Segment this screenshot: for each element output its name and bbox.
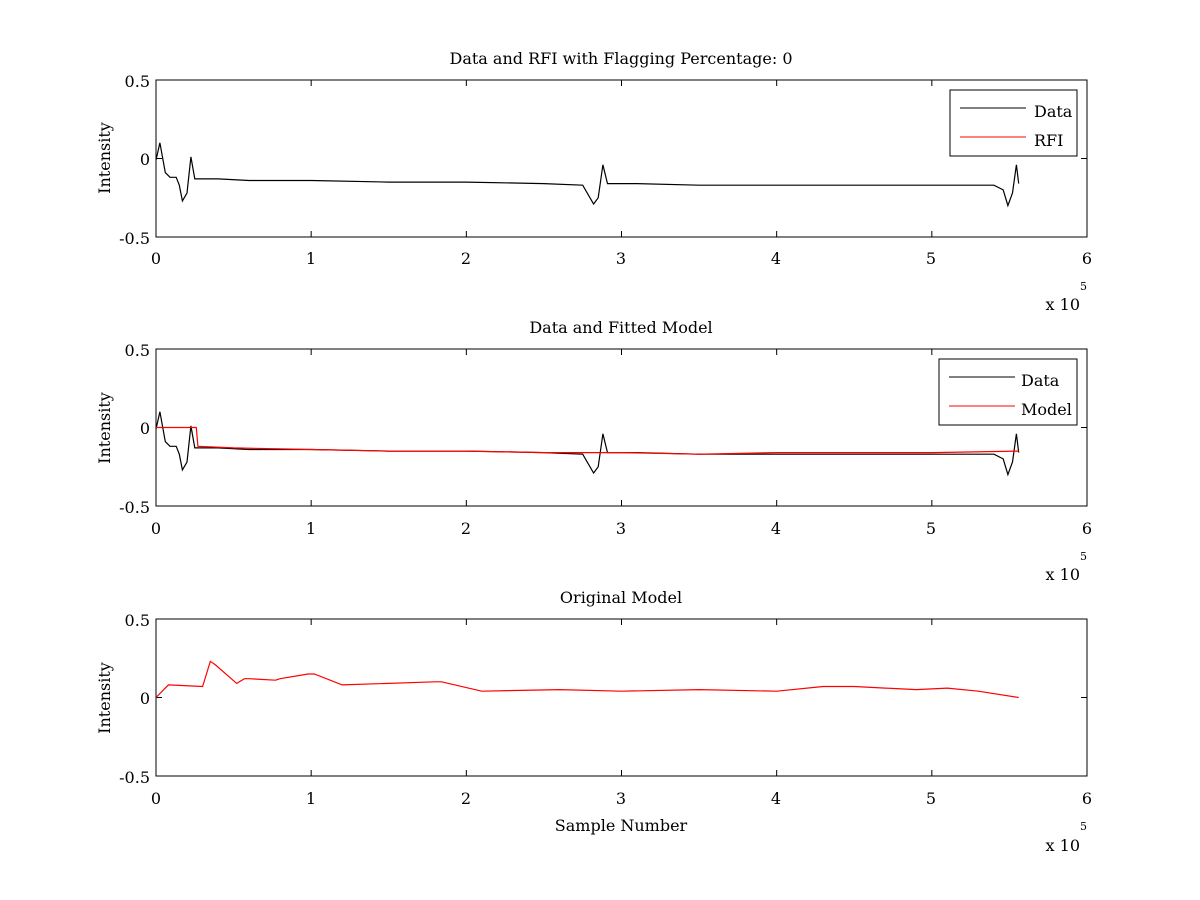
series-line-original-model bbox=[155, 660, 1019, 699]
x-tick-label: 2 bbox=[461, 789, 471, 808]
series-layer bbox=[155, 142, 1020, 208]
x-multiplier-label: x 10 bbox=[1046, 295, 1080, 314]
y-tick-label: 0 bbox=[140, 150, 150, 169]
x-multiplier-exponent: 5 bbox=[1080, 280, 1087, 293]
series-layer bbox=[155, 411, 1020, 477]
x-multiplier-exponent: 5 bbox=[1080, 820, 1087, 833]
chart-title: Data and RFI with Flagging Percentage: 0 bbox=[449, 49, 792, 68]
x-multiplier-exponent: 5 bbox=[1080, 550, 1087, 563]
axes-box bbox=[155, 79, 1088, 238]
x-axis-label: Sample Number bbox=[555, 816, 688, 835]
x-tick-label: 0 bbox=[151, 789, 161, 808]
y-tick-label: -0.5 bbox=[119, 768, 150, 787]
y-tick-label: 0 bbox=[140, 689, 150, 708]
ticks bbox=[155, 618, 1088, 777]
y-axis-label: Intensity bbox=[95, 662, 114, 734]
series-line-data bbox=[155, 411, 1020, 477]
series-line-model bbox=[156, 426, 1019, 455]
legend-box bbox=[949, 89, 1078, 157]
legend-label-rfi: RFI bbox=[1034, 131, 1063, 150]
y-tick-label: -0.5 bbox=[119, 229, 150, 248]
y-tick-label: -0.5 bbox=[119, 498, 150, 517]
legend: Data Model bbox=[938, 358, 1078, 426]
y-axis-label: Intensity bbox=[95, 122, 114, 194]
x-tick-label: 5 bbox=[926, 519, 936, 538]
legend-box bbox=[938, 358, 1078, 426]
panel-1: Data and RFI with Flagging Percentage: 0… bbox=[95, 49, 1092, 314]
y-tick-label: 0.5 bbox=[125, 611, 150, 630]
x-tick-label: 0 bbox=[151, 519, 161, 538]
x-tick-label: 0 bbox=[151, 249, 161, 268]
x-tick-label: 3 bbox=[616, 519, 626, 538]
legend: Data RFI bbox=[949, 89, 1078, 157]
x-tick-label: 2 bbox=[461, 249, 471, 268]
axes-box bbox=[155, 348, 1088, 507]
legend-label-data: Data bbox=[1021, 371, 1060, 390]
x-tick-label: 6 bbox=[1082, 519, 1092, 538]
panel-2: Data and Fitted Model Intensity 0.5 0 -0… bbox=[95, 318, 1092, 584]
ticks bbox=[155, 348, 1088, 507]
x-tick-label: 5 bbox=[926, 789, 936, 808]
x-tick-label: 4 bbox=[771, 519, 781, 538]
x-tick-label: 4 bbox=[771, 789, 781, 808]
chart-title: Data and Fitted Model bbox=[529, 318, 712, 337]
legend-label-model: Model bbox=[1021, 400, 1072, 419]
legend-label-data: Data bbox=[1034, 102, 1073, 121]
chart-title: Original Model bbox=[560, 588, 682, 607]
x-tick-label: 1 bbox=[306, 789, 316, 808]
x-tick-label: 6 bbox=[1082, 789, 1092, 808]
x-tick-label: 2 bbox=[461, 519, 471, 538]
x-tick-label: 1 bbox=[306, 249, 316, 268]
x-multiplier-label: x 10 bbox=[1046, 565, 1080, 584]
y-tick-label: 0.5 bbox=[125, 72, 150, 91]
x-tick-label: 3 bbox=[616, 789, 626, 808]
x-tick-label: 5 bbox=[926, 249, 936, 268]
y-tick-label: 0 bbox=[140, 419, 150, 438]
x-tick-label: 1 bbox=[306, 519, 316, 538]
series-line-data bbox=[155, 142, 1020, 208]
x-tick-label: 6 bbox=[1082, 249, 1092, 268]
y-tick-label: 0.5 bbox=[125, 341, 150, 360]
x-multiplier-label: x 10 bbox=[1046, 836, 1080, 855]
axes-box bbox=[155, 618, 1088, 777]
y-axis-label: Intensity bbox=[95, 392, 114, 464]
x-tick-label: 3 bbox=[616, 249, 626, 268]
panel-3: Original Model Intensity 0.5 0 -0.5 0 1 … bbox=[95, 588, 1092, 855]
x-tick-label: 4 bbox=[771, 249, 781, 268]
series-layer bbox=[155, 660, 1019, 699]
ticks bbox=[155, 79, 1088, 238]
